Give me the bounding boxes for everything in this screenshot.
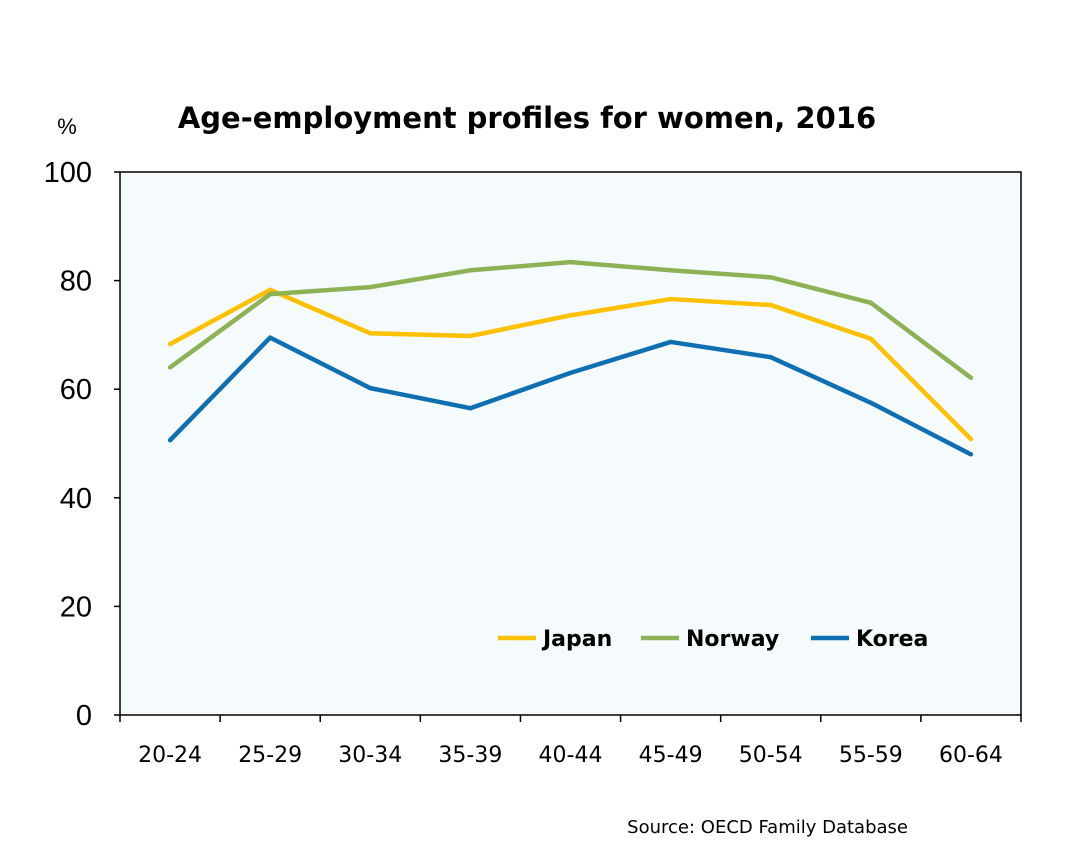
x-tick-label: 40-44 (539, 743, 603, 768)
y-tick-label: 20 (60, 591, 92, 623)
y-tick-label: 0 (76, 700, 92, 732)
y-tick-label: 100 (44, 157, 92, 189)
data-point-japan (868, 336, 874, 341)
data-point-japan (968, 436, 974, 442)
x-tick-label: 60-64 (939, 743, 1003, 768)
data-point-korea (167, 438, 173, 443)
y-axis-unit-label: % (57, 114, 77, 139)
data-point-japan (167, 341, 173, 347)
data-point-korea (668, 339, 673, 345)
x-tick-label: 50-54 (739, 743, 803, 768)
data-point-japan (267, 287, 273, 293)
legend-label-korea: Korea (856, 627, 928, 652)
data-point-korea (468, 406, 473, 411)
x-tick-label: 25-29 (238, 743, 302, 768)
data-point-norway (167, 365, 173, 370)
data-point-norway (267, 291, 273, 297)
data-point-norway (768, 275, 773, 280)
data-point-japan (368, 331, 373, 336)
y-axis-ticks: 0 20 40 60 80 100 (44, 157, 120, 732)
y-tick-label: 40 (60, 483, 92, 515)
data-point-norway (968, 375, 974, 380)
series-layer (167, 259, 974, 457)
x-tick-label: 35-39 (438, 743, 502, 768)
data-point-japan (768, 302, 773, 308)
legend: Japan Norway Korea (498, 627, 928, 652)
data-point-korea (568, 370, 573, 376)
data-point-korea (868, 400, 874, 405)
x-axis-ticks: 20-24 25-29 30-34 35-39 40-44 45-49 50-54 55-59… (119, 715, 1022, 768)
legend-label-japan: Japan (541, 627, 612, 652)
x-tick-label: 55-59 (839, 743, 903, 768)
data-point-japan (468, 333, 473, 339)
x-tick-label: 30-34 (338, 743, 402, 768)
legend-label-norway: Norway (686, 627, 779, 652)
data-point-korea (368, 385, 373, 391)
y-tick-label: 60 (60, 374, 92, 406)
x-tick-label: 45-49 (639, 743, 703, 768)
data-point-norway (668, 268, 673, 273)
chart-title: Age-employment profiles for women, 2016 (178, 101, 876, 135)
source-note: Source: OECD Family Database (627, 817, 908, 838)
data-point-norway (368, 284, 373, 290)
data-point-norway (868, 300, 874, 306)
y-tick-label: 80 (60, 266, 92, 298)
data-point-norway (568, 259, 573, 265)
x-tick-label: 20-24 (138, 743, 202, 768)
data-point-japan (568, 313, 573, 318)
data-point-japan (668, 296, 673, 302)
data-point-norway (468, 268, 473, 273)
data-point-korea (267, 335, 273, 340)
data-point-korea (768, 354, 773, 360)
data-point-korea (968, 452, 974, 457)
